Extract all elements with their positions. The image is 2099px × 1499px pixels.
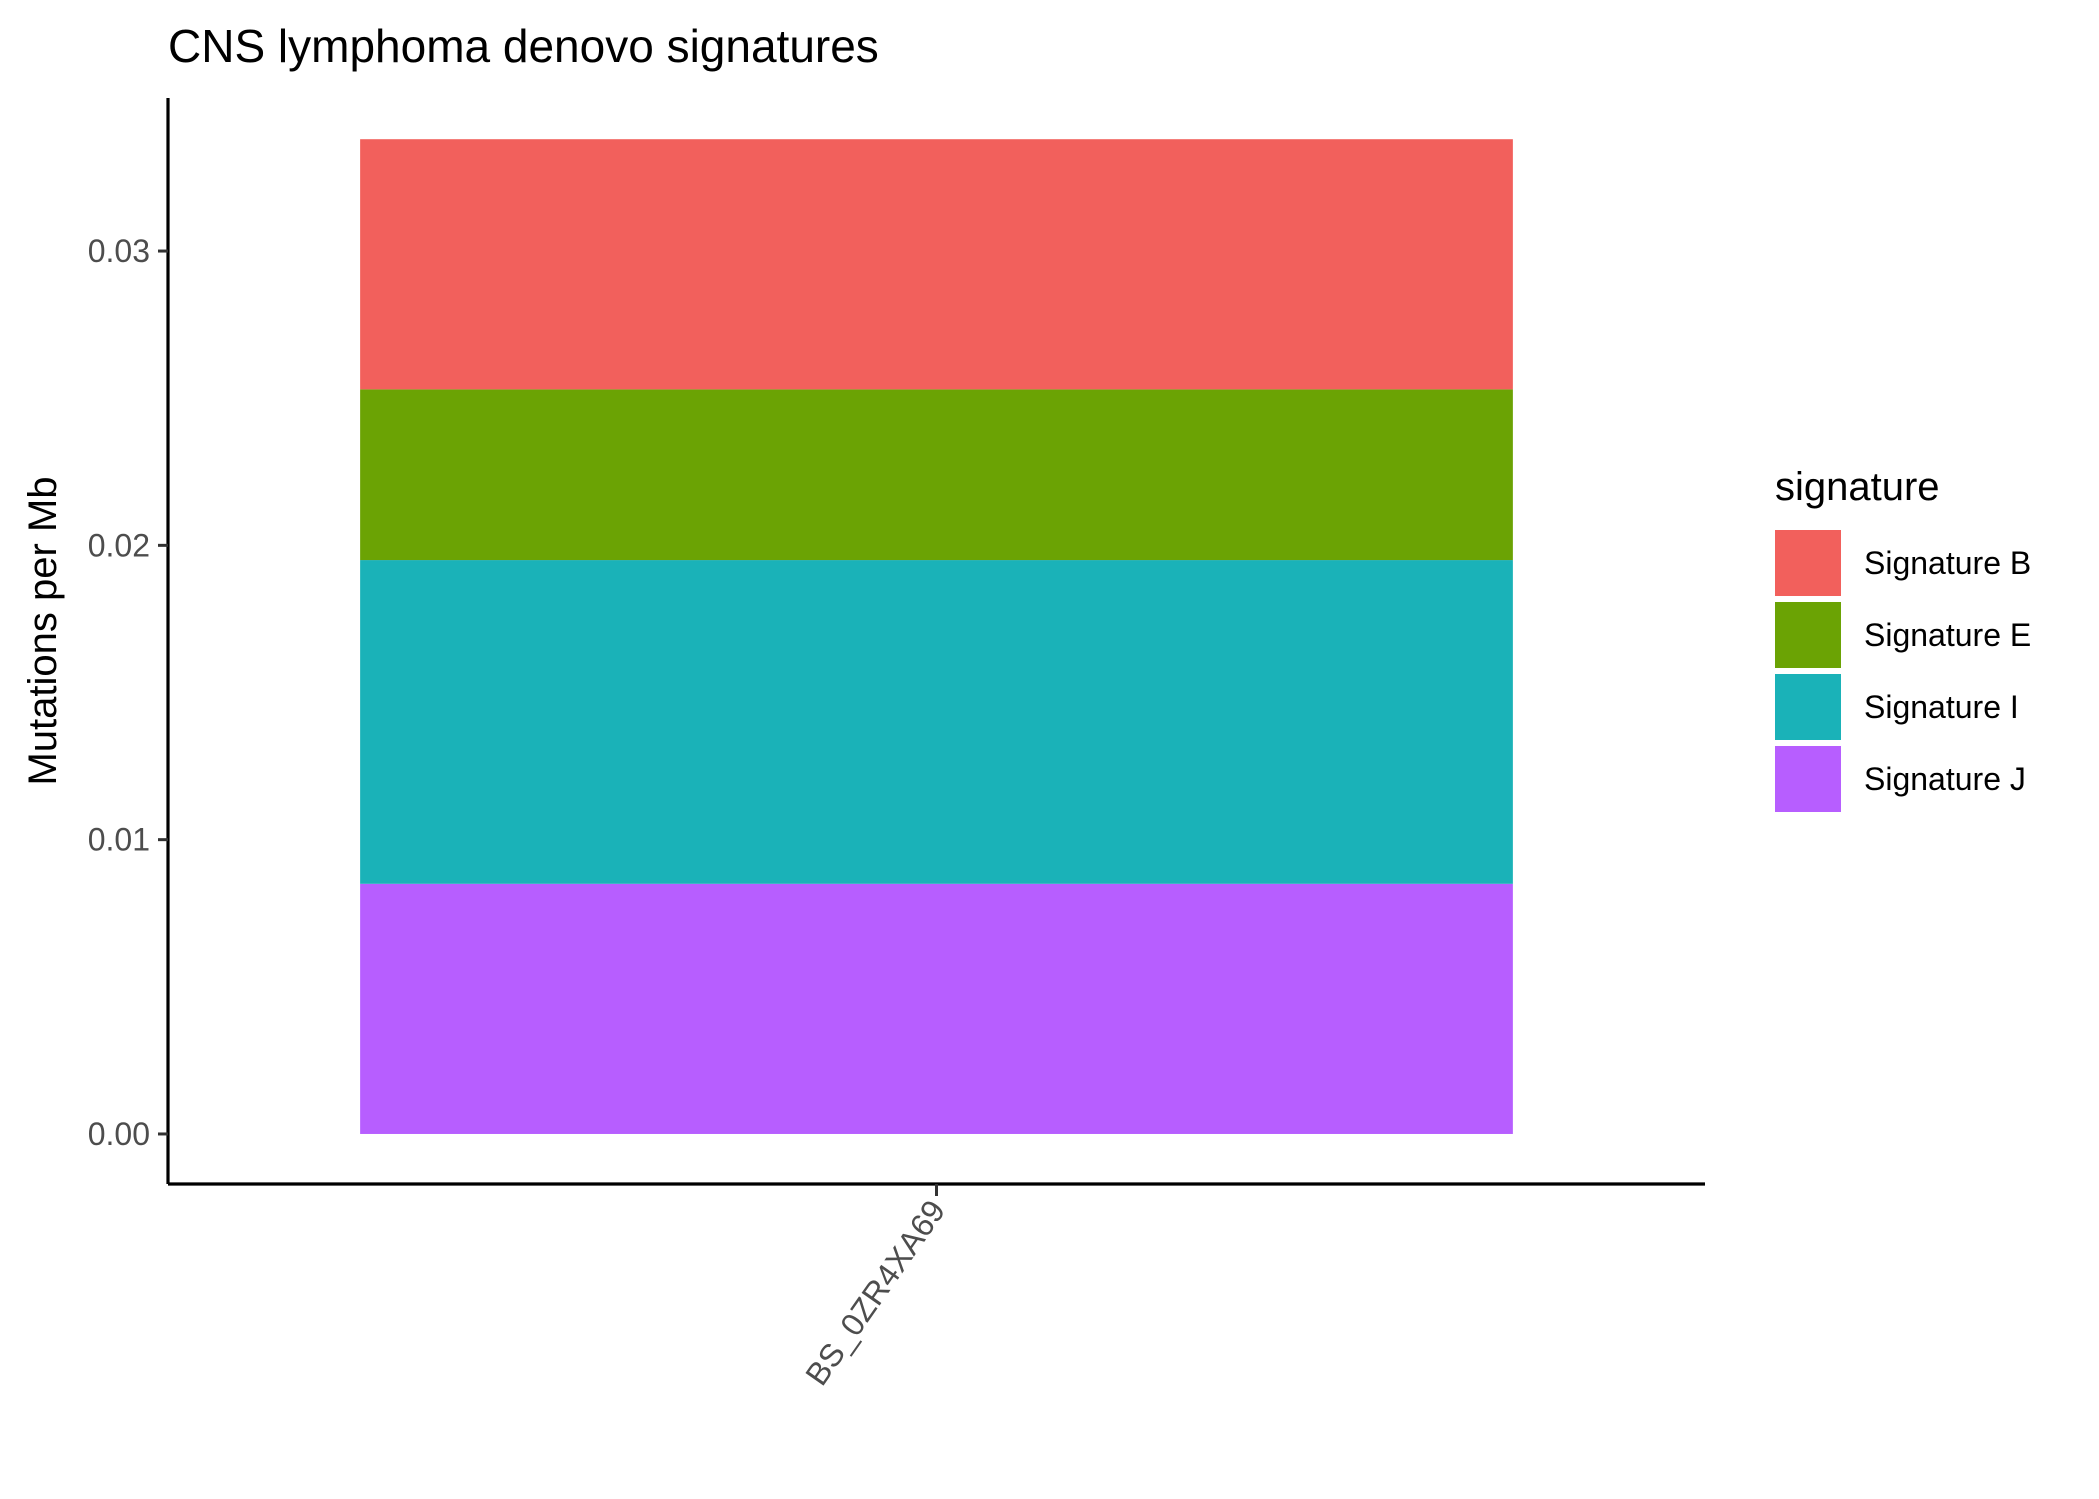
y-axis-title: Mutations per Mb [21,476,65,785]
legend-label-signature-j: Signature J [1864,761,2026,797]
legend-key-signature-i [1775,674,1841,740]
y-tick-label: 0.00 [88,1116,150,1152]
y-axis: 0.00 0.01 0.02 0.03 [88,98,170,1184]
legend: signature Signature B Signature E Signature… [1775,465,2031,812]
y-tick-label: 0.01 [88,822,150,858]
y-tick-label: 0.02 [88,527,150,563]
legend-label-signature-i: Signature I [1864,689,2019,725]
y-tick-label: 0.03 [88,233,150,269]
x-tick-label: BS_0ZR4XA69 [798,1193,952,1391]
legend-key-signature-j [1775,746,1841,812]
legend-label-signature-e: Signature E [1864,617,2031,653]
bar-segment-signature-i [360,560,1513,884]
x-axis: BS_0ZR4XA69 [168,1182,1705,1392]
legend-key-signature-b [1775,530,1841,596]
legend-label-signature-b: Signature B [1864,545,2031,581]
legend-title: signature [1775,465,1940,509]
bar-segment-signature-b [360,139,1513,390]
legend-key-signature-e [1775,602,1841,668]
chart-title: CNS lymphoma denovo signatures [168,20,879,72]
bar-segment-signature-e [360,389,1513,561]
bars-layer [360,139,1513,1134]
bar-segment-signature-j [360,883,1513,1134]
